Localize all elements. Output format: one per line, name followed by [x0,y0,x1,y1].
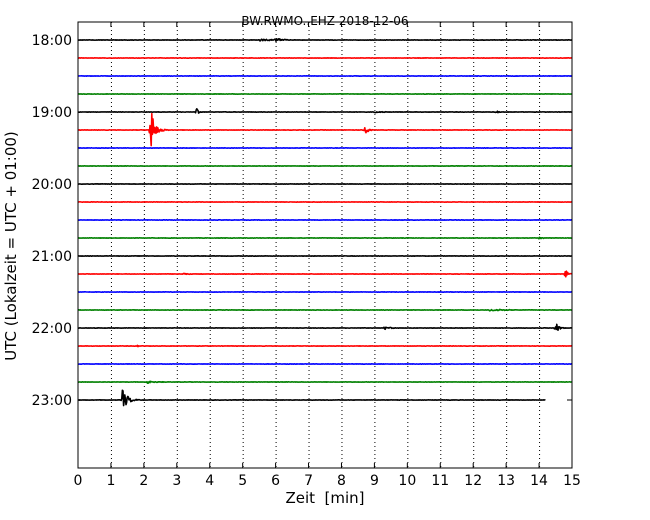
y-tick-label-1: 19:00 [32,105,72,121]
seismogram-trace-2115 [77,270,573,278]
y-tick-label-4: 22:00 [32,321,72,337]
x-tick-label-1: 1 [106,473,115,489]
seismogram-trace-2300 [77,389,546,407]
seismogram-trace-1800 [77,38,573,43]
x-tick-label-14: 14 [530,473,548,489]
y-tick-label-0: 18:00 [32,33,72,49]
x-tick-label-7: 7 [304,473,313,489]
x-tick-label-9: 9 [370,473,379,489]
seismogram-trace-1915 [77,112,573,147]
seismogram-trace-2045 [77,236,572,240]
seismogram-trace-2200 [77,323,572,331]
y-tick-label-3: 21:00 [32,249,72,265]
seismogram-trace-2145 [77,308,573,312]
x-tick-label-0: 0 [74,473,83,489]
x-tick-label-4: 4 [205,473,214,489]
x-tick-label-13: 13 [497,473,515,489]
y-tick-label-5: 23:00 [32,393,72,409]
x-tick-label-5: 5 [238,473,247,489]
x-tick-label-3: 3 [172,473,181,489]
x-tick-label-6: 6 [271,473,280,489]
seismogram-trace-1900 [77,108,572,114]
seismogram-traces [77,38,573,407]
x-tick-label-15: 15 [563,473,581,489]
seismogram-trace-2245 [77,380,572,384]
x-tick-label-10: 10 [398,473,416,489]
vertical-grid-lines [110,22,541,468]
chart-title: BW.RWMO..EHZ 2018-12-06 [241,14,408,28]
y-axis-label: UTC (Lokalzeit = UTC + 01:00) [2,131,20,361]
plot-frame [77,21,573,469]
y-axis-ticks: 18:00 19:00 20:00 21:00 22:00 23:00 [32,33,572,409]
x-tick-label-8: 8 [337,473,346,489]
y-tick-label-2: 20:00 [32,177,72,193]
seismogram-trace-2215 [77,344,572,348]
x-tick-label-12: 12 [464,473,482,489]
x-axis-ticks: 0 1 2 3 4 5 6 7 8 9 10 11 12 13 14 15 [74,22,581,489]
x-tick-label-2: 2 [139,473,148,489]
x-tick-label-11: 11 [431,473,449,489]
x-axis-label: Zeit [min] [285,489,364,507]
